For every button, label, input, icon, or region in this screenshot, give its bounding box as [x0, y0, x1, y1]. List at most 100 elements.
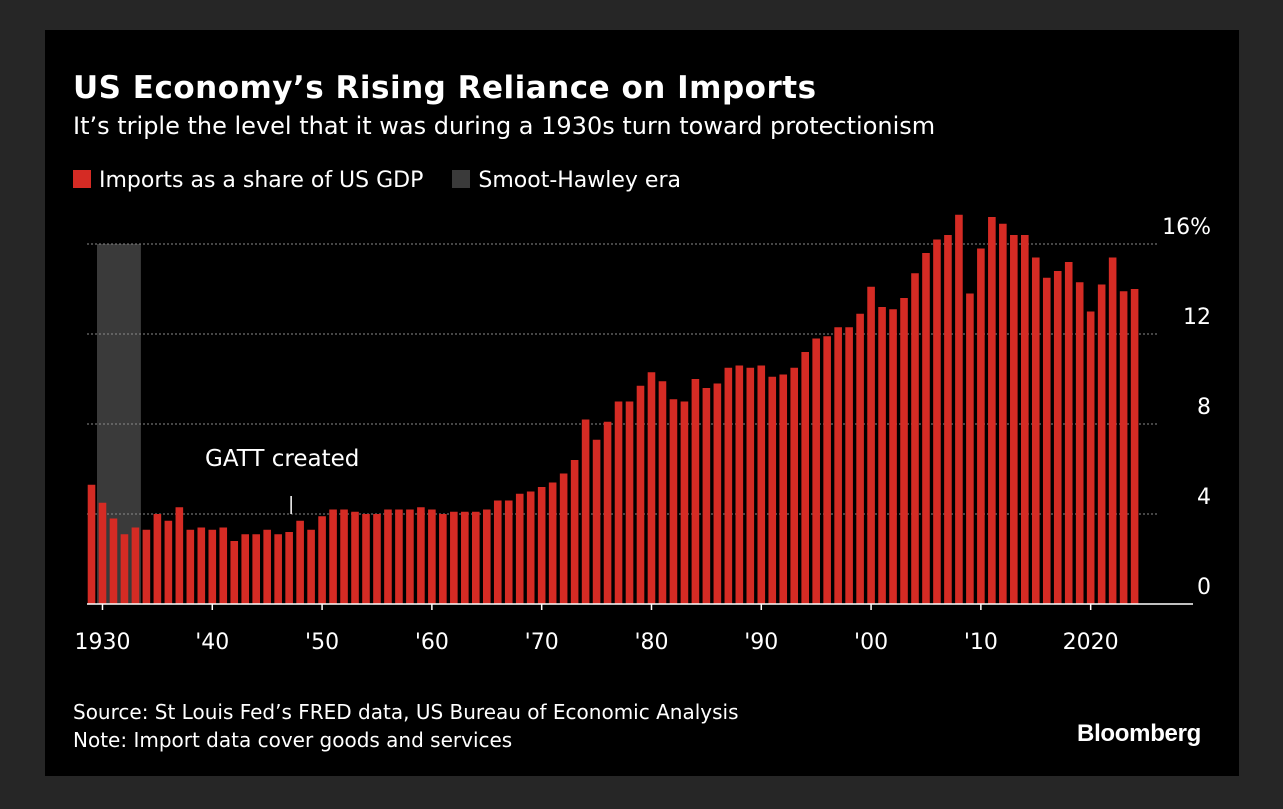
bar: [691, 379, 700, 604]
bar: [1064, 262, 1073, 604]
x-tick-label: '10: [964, 630, 998, 655]
bar: [274, 534, 282, 604]
x-tick-label: 2020: [1063, 630, 1119, 655]
bar: [845, 327, 853, 604]
bar: [966, 293, 974, 604]
bar: [406, 509, 414, 604]
bar: [768, 376, 777, 604]
bar: [955, 214, 963, 604]
legend-label-smoot-hawley: Smoot-Hawley era: [478, 168, 681, 193]
bar: [658, 381, 667, 604]
bar: [428, 509, 436, 604]
y-tick-label: 8: [1197, 395, 1211, 420]
bar: [208, 529, 217, 604]
bar: [175, 507, 184, 604]
bar: [614, 401, 623, 604]
bar: [713, 383, 722, 604]
bar: [285, 532, 293, 604]
x-tick-label: '40: [195, 630, 229, 655]
bar: [922, 253, 930, 604]
bar: [362, 514, 370, 604]
bar: [417, 507, 425, 604]
bar: [384, 509, 392, 604]
bar: [109, 518, 118, 604]
bar: [790, 367, 799, 604]
bar: [911, 273, 919, 604]
bar: [592, 439, 601, 604]
bar: [1010, 235, 1018, 604]
x-tick-label: '50: [305, 630, 339, 655]
bar: [801, 352, 809, 604]
bar: [329, 509, 337, 604]
bar: [889, 309, 897, 604]
bar: [823, 336, 831, 604]
bar: [1053, 271, 1062, 604]
chart-footer: Source: St Louis Fed’s FRED data, US Bur…: [73, 698, 739, 754]
bar: [526, 491, 535, 604]
source-text: Source: St Louis Fed’s FRED data, US Bur…: [73, 700, 739, 724]
bar: [186, 529, 195, 604]
bar: [1097, 284, 1106, 604]
legend-label-imports: Imports as a share of US GDP: [99, 168, 424, 193]
y-tick-label: 0: [1197, 575, 1211, 600]
bar: [867, 286, 875, 604]
legend-item-imports: Imports as a share of US GDP: [73, 168, 423, 193]
x-tick-label: '70: [525, 630, 559, 655]
bar: [636, 385, 645, 604]
bar: [1075, 282, 1084, 604]
x-tick-label: '80: [634, 630, 668, 655]
bar: [900, 298, 908, 604]
legend-item-smoot-hawley: Smoot-Hawley era: [452, 168, 681, 193]
bar: [702, 388, 711, 604]
bar: [142, 529, 151, 604]
bar: [1119, 291, 1128, 604]
bar: [746, 367, 755, 604]
bar: [219, 527, 228, 604]
bar: [1086, 311, 1095, 604]
bar: [1130, 289, 1139, 604]
bar: [351, 511, 359, 604]
bar: [461, 511, 469, 604]
note-text: Note: Import data cover goods and servic…: [73, 728, 513, 752]
bar: [878, 307, 886, 604]
bar: [340, 509, 348, 604]
bar: [548, 482, 557, 604]
bar: [724, 367, 733, 604]
bar: [669, 399, 678, 604]
bar: [120, 534, 129, 604]
x-tick-label: '60: [415, 630, 449, 655]
bar: [98, 502, 107, 604]
bar: [977, 248, 985, 604]
chart-subtitle: It’s triple the level that it was during…: [73, 112, 936, 140]
bar: [131, 527, 140, 604]
bar: [856, 313, 864, 604]
bar: [988, 217, 996, 604]
bar: [482, 509, 491, 604]
bar: [680, 401, 689, 604]
bar: [625, 401, 634, 604]
bar: [735, 365, 744, 604]
bar: [1031, 257, 1040, 604]
bar: [834, 327, 842, 604]
bar: [197, 527, 206, 604]
bloomberg-logo: Bloomberg: [1077, 720, 1201, 747]
bar: [1021, 235, 1029, 604]
bar: [812, 338, 820, 604]
bar: [241, 534, 250, 604]
bar: [537, 487, 546, 604]
bar: [515, 493, 524, 604]
legend-swatch-smoot-hawley: [452, 170, 471, 188]
bar: [504, 500, 513, 604]
bar: [472, 511, 480, 604]
bar: [570, 460, 579, 604]
bar: [647, 372, 656, 604]
bar: [559, 473, 568, 604]
bar: [757, 365, 766, 604]
y-tick-label: 16%: [1162, 215, 1211, 240]
y-tick-label: 4: [1197, 485, 1211, 510]
bar: [933, 239, 941, 604]
bar: [603, 421, 612, 604]
bar: [395, 509, 403, 604]
legend-swatch-imports: [73, 170, 91, 188]
bar: [87, 484, 96, 604]
